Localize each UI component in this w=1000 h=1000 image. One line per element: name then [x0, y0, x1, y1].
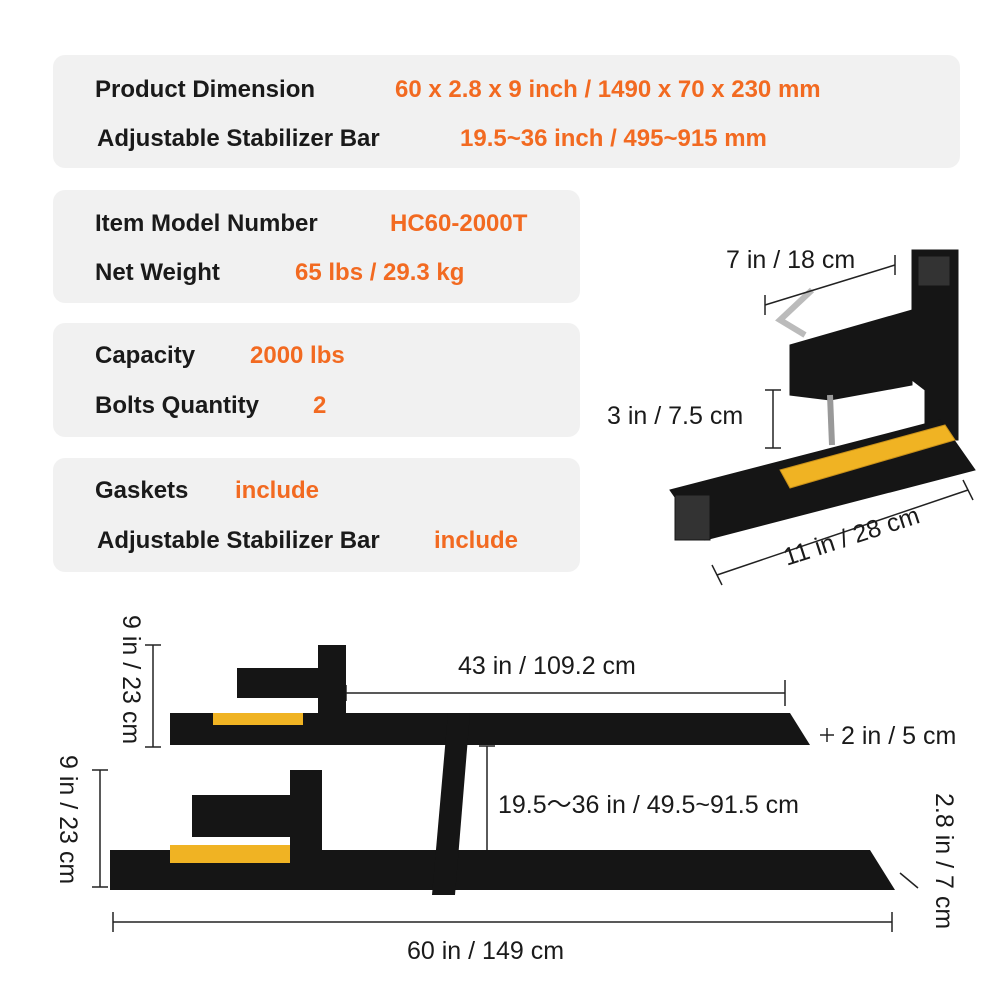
spec-panel-dimensions — [53, 55, 960, 168]
spec-weight: Net Weight 65 lbs / 29.3 kg — [95, 259, 464, 287]
spec-label: Product Dimension — [95, 76, 316, 103]
spec-value: 2 — [313, 392, 327, 419]
spec-label: Adjustable Stabilizer Bar — [97, 527, 380, 554]
dim-clamp-width: 7 in / 18 cm — [726, 246, 856, 274]
dim-tip: 2 in / 5 cm — [841, 722, 957, 750]
dim-spacing: 19.5～36 in / 49.5~91.5 cm — [498, 791, 799, 819]
dim-overall-length: 60 in / 149 cm — [407, 937, 565, 965]
spec-value: include — [434, 527, 519, 554]
spec-stabilizer-bar: Adjustable Stabilizer Bar 19.5~36 inch / … — [97, 125, 767, 153]
spec-panel-capacity — [53, 323, 580, 437]
spec-panel-accessories — [53, 458, 580, 572]
spec-value: 19.5~36 inch / 495~915 mm — [460, 125, 767, 152]
spec-gaskets: Gaskets include — [95, 477, 319, 505]
clamp-closeup — [669, 249, 976, 541]
forks — [110, 645, 895, 895]
dim-height-top: 9 in / 23 cm — [117, 615, 145, 745]
spec-value: 65 lbs / 29.3 kg — [295, 259, 465, 286]
dim-clamp-gap: 3 in / 7.5 cm — [607, 402, 744, 430]
spec-label: Adjustable Stabilizer Bar — [97, 125, 380, 152]
spec-product-dimension: Product Dimension 60 x 2.8 x 9 inch / 149… — [95, 76, 821, 104]
spec-value: HC60-2000T — [390, 210, 528, 237]
spec-label: Bolts Quantity — [95, 392, 260, 419]
spec-bolts: Bolts Quantity 2 — [95, 392, 326, 420]
dimension-lines — [92, 255, 974, 932]
spec-capacity: Capacity 2000 lbs — [95, 342, 345, 370]
spec-label: Net Weight — [95, 259, 220, 286]
dim-fork-height: 2.8 in / 7 cm — [930, 793, 958, 930]
spec-label: Capacity — [95, 342, 196, 369]
dim-fork-length: 43 in / 109.2 cm — [458, 652, 636, 680]
spec-value: 2000 lbs — [250, 342, 345, 369]
spec-model: Item Model Number HC60-2000T — [95, 210, 527, 238]
spec-value: 60 x 2.8 x 9 inch / 1490 x 70 x 230 mm — [395, 76, 821, 103]
spec-label: Gaskets — [95, 477, 189, 504]
spec-value: include — [235, 477, 320, 504]
spec-label: Item Model Number — [95, 210, 318, 237]
spec-stabilizer-included: Adjustable Stabilizer Bar include — [97, 527, 518, 555]
spec-panel-model — [53, 190, 580, 303]
dim-height-bottom: 9 in / 23 cm — [54, 755, 82, 885]
